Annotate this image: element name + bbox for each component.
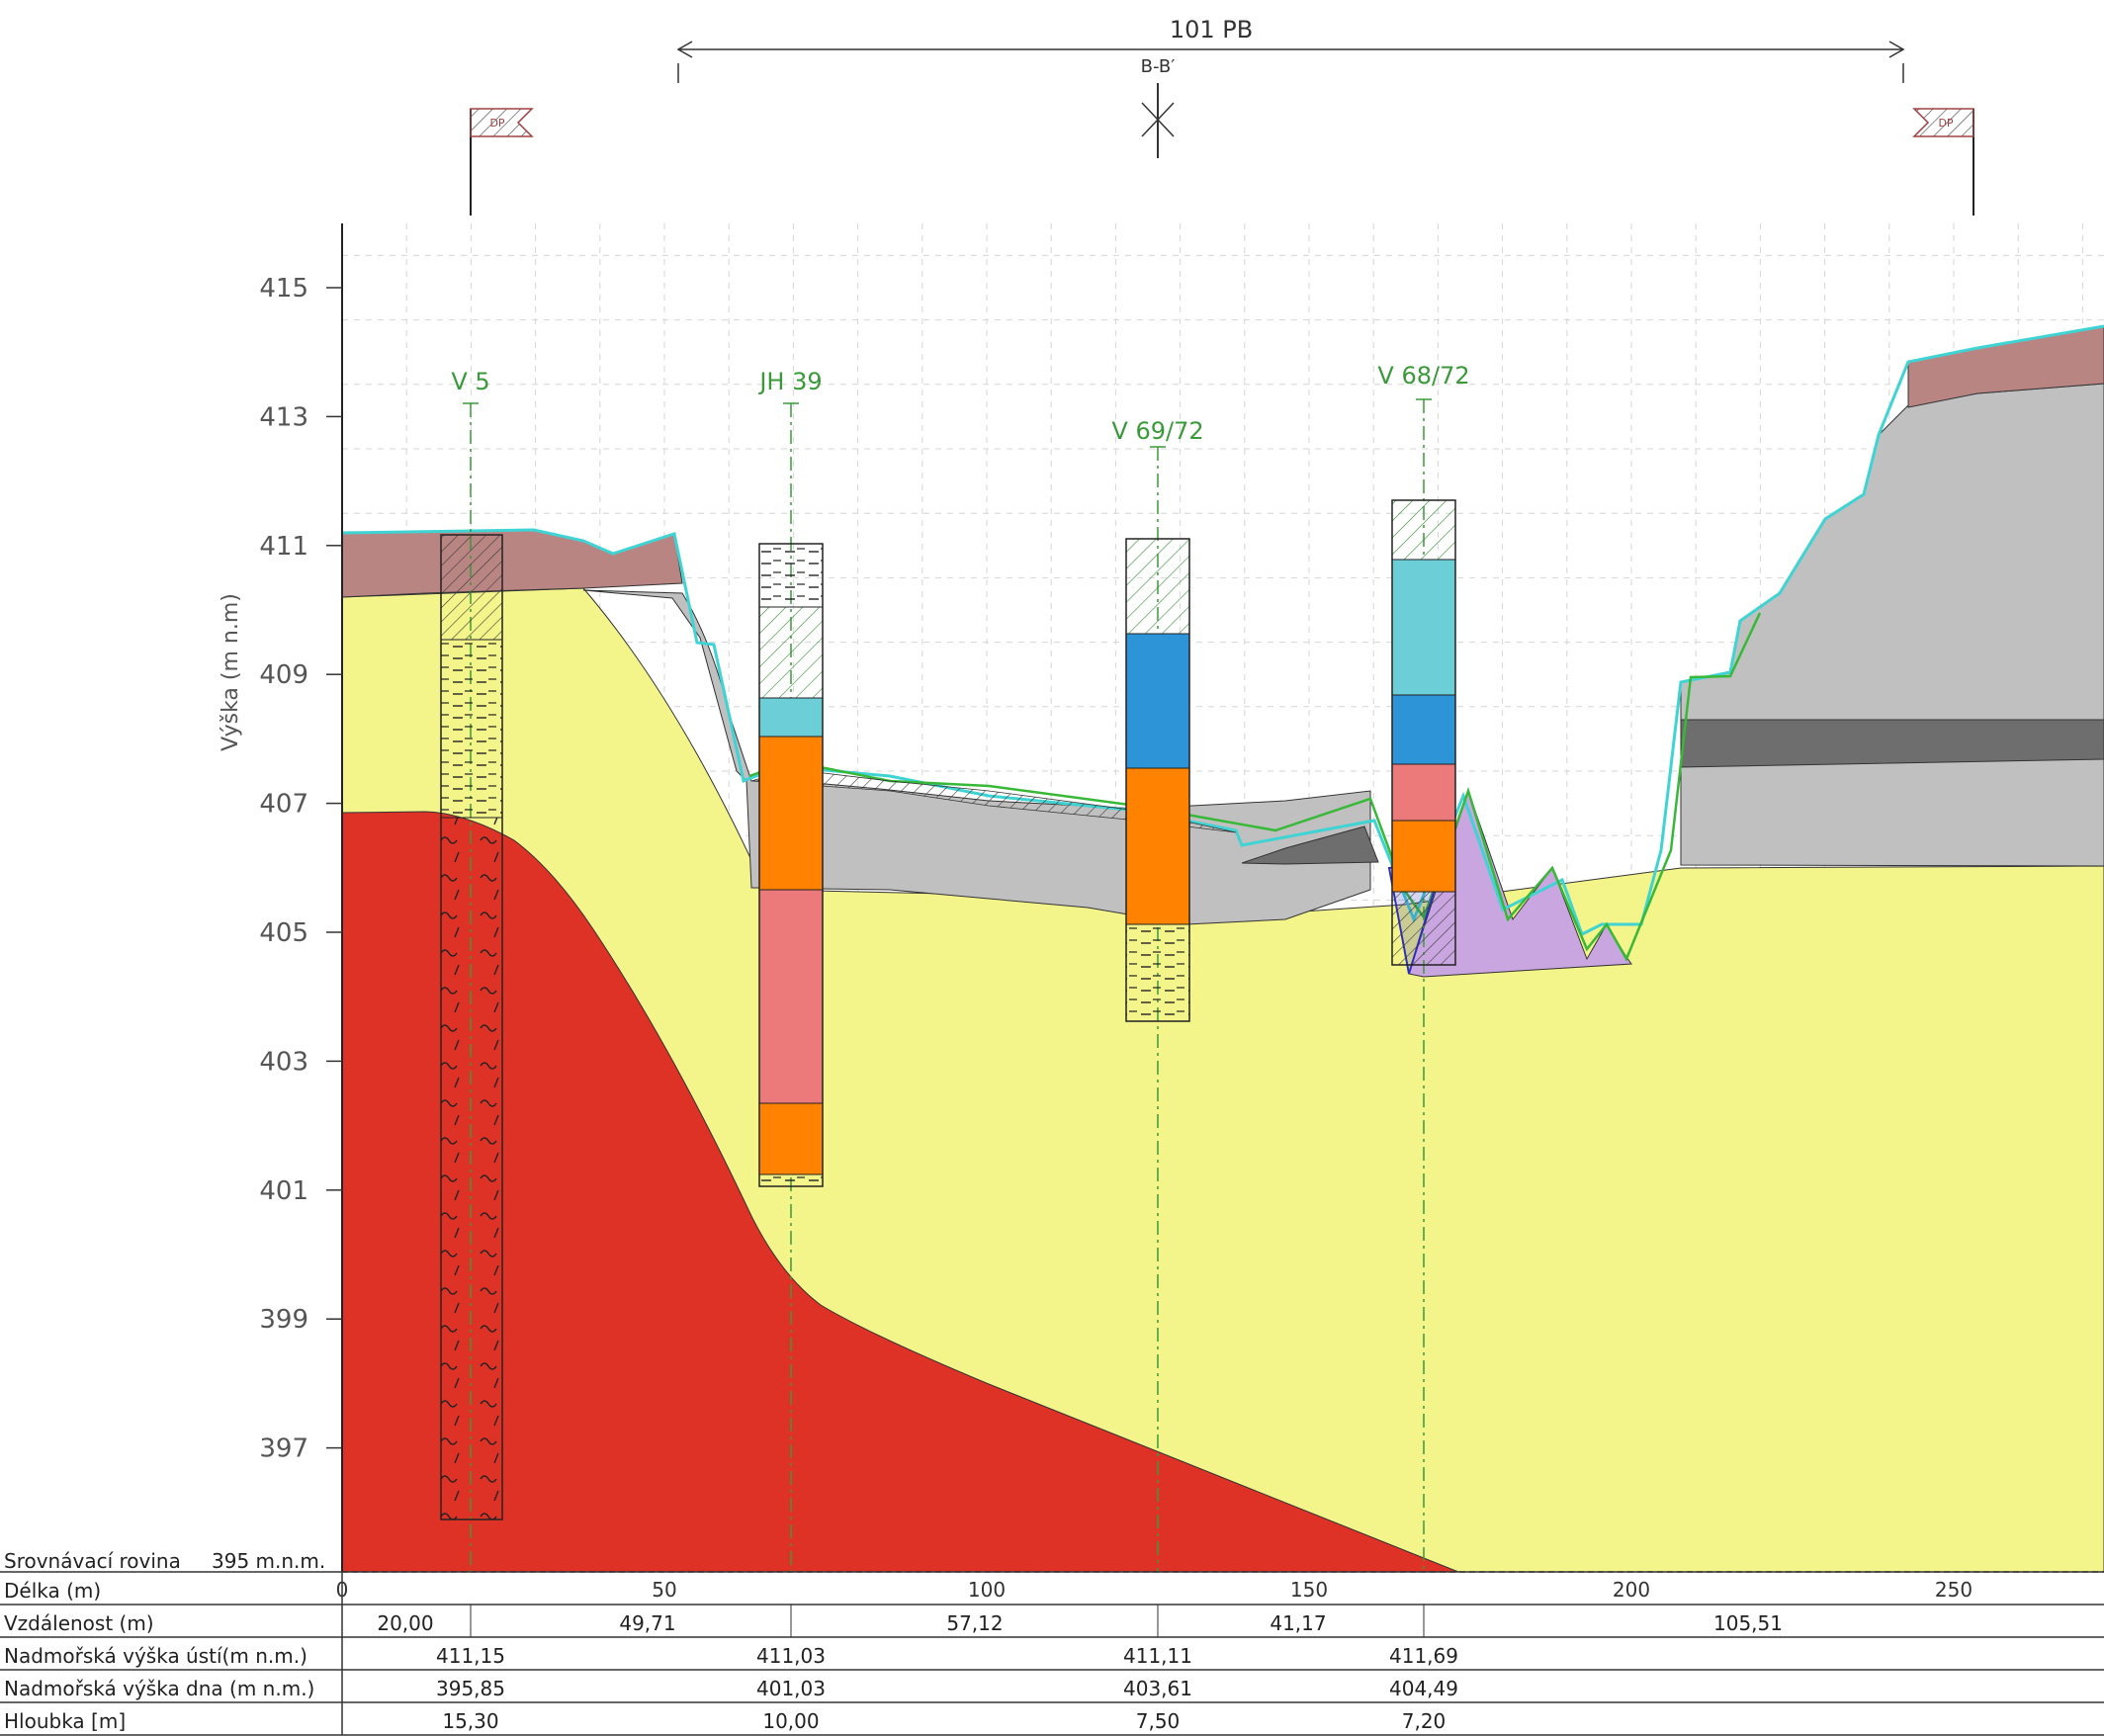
brown-topsoil-left xyxy=(342,529,683,598)
y-axis-ticks: 415 413 411 409 407 405 403 401 399 397 xyxy=(259,274,342,1464)
dark-grey-band-right xyxy=(1680,719,2104,768)
y-tick-label: 403 xyxy=(259,1047,308,1077)
purple-fill xyxy=(1408,789,1632,978)
borehole-label: V 68/72 xyxy=(1377,362,1469,390)
distance-cell: 20,00 xyxy=(377,1611,433,1635)
distance-cell: 49,71 xyxy=(619,1611,675,1635)
dark-grey-lens xyxy=(1241,825,1379,865)
grey-layer-right xyxy=(1680,383,2104,867)
row-label-depth: Hloubka [m] xyxy=(4,1709,126,1733)
svg-text:DP: DP xyxy=(1938,117,1953,130)
distance-cell: 105,51 xyxy=(1713,1611,1783,1635)
y-tick-label: 405 xyxy=(259,918,308,948)
y-tick-label: 401 xyxy=(259,1176,308,1206)
depth-cell: 7,50 xyxy=(1136,1709,1181,1733)
y-tick-label: 413 xyxy=(259,402,308,432)
reference-plane-value: 395 m.n.m. xyxy=(212,1549,325,1573)
x-tick-label: 0 xyxy=(336,1578,349,1602)
borehole-label: V 69/72 xyxy=(1111,417,1203,445)
row-label-top-elev: Nadmořská výška ústí(m n.m.) xyxy=(4,1644,307,1668)
x-tick-label: 100 xyxy=(968,1578,1006,1602)
depth-cell: 7,20 xyxy=(1402,1709,1446,1733)
bottom-elev-cell: 403,61 xyxy=(1123,1677,1192,1700)
bottom-elev-cell: 395,85 xyxy=(436,1677,505,1700)
y-tick-label: 397 xyxy=(259,1434,308,1464)
top-elev-cell: 411,69 xyxy=(1389,1644,1458,1668)
bottom-elev-cell: 404,49 xyxy=(1389,1677,1458,1700)
x-tick-label: 200 xyxy=(1613,1578,1650,1602)
flag-left: DP xyxy=(470,108,534,216)
y-tick-label: 411 xyxy=(259,532,308,562)
x-tick-label: 50 xyxy=(652,1578,676,1602)
red-bedrock xyxy=(342,811,1459,1572)
reference-plane-label: Srovnávací rovina xyxy=(4,1549,181,1573)
borehole-v5: V 5 xyxy=(440,368,503,1572)
row-label-length: Délka (m) xyxy=(4,1579,101,1603)
row-label-bottom-elev: Nadmořská výška dna (m n.m.) xyxy=(4,1677,314,1700)
borehole-v69-72: V 69/72 xyxy=(1111,417,1204,1572)
borehole-jh39: JH 39 xyxy=(757,368,824,1572)
distance-cell: 57,12 xyxy=(946,1611,1003,1635)
depth-cell: 15,30 xyxy=(442,1709,498,1733)
svg-text:DP: DP xyxy=(489,117,504,130)
bottom-elev-cell: 401,03 xyxy=(756,1677,826,1700)
terrain-cyan xyxy=(342,324,2104,937)
borehole-label: V 5 xyxy=(451,368,489,395)
borehole-label: JH 39 xyxy=(757,368,822,395)
x-tick-label: 250 xyxy=(1935,1578,1972,1602)
top-elev-cell: 411,03 xyxy=(756,1644,826,1668)
section-header: 101 PB B-B′ DP DP xyxy=(470,16,1974,216)
row-label-distance: Vzdálenost (m) xyxy=(4,1611,154,1635)
section-label: 101 PB xyxy=(1170,16,1253,43)
y-tick-label: 399 xyxy=(259,1305,308,1335)
terrain-green xyxy=(748,612,1762,962)
boreholes: V 5 JH 39 V 69/72 xyxy=(440,362,1470,1572)
depth-cell: 10,00 xyxy=(762,1709,819,1733)
top-elev-cell: 411,15 xyxy=(436,1644,505,1668)
x-tick-label: 150 xyxy=(1290,1578,1328,1602)
y-tick-label: 415 xyxy=(259,274,308,304)
y-tick-label: 409 xyxy=(259,660,308,690)
borehole-v68-72: V 68/72 xyxy=(1377,362,1470,1572)
data-table: Srovnávací rovina 395 m.n.m. Délka (m) V… xyxy=(0,1549,2104,1736)
y-tick-label: 407 xyxy=(259,790,308,820)
flag-right: DP xyxy=(1912,108,1974,216)
cut-label: B-B′ xyxy=(1141,56,1176,77)
distance-cell: 41,17 xyxy=(1270,1611,1326,1635)
top-elev-cell: 411,11 xyxy=(1123,1644,1192,1668)
y-axis-title: Výška (m n.m) xyxy=(219,593,243,751)
x-axis-ticks: 0 50 100 150 200 250 xyxy=(336,1578,1972,1602)
